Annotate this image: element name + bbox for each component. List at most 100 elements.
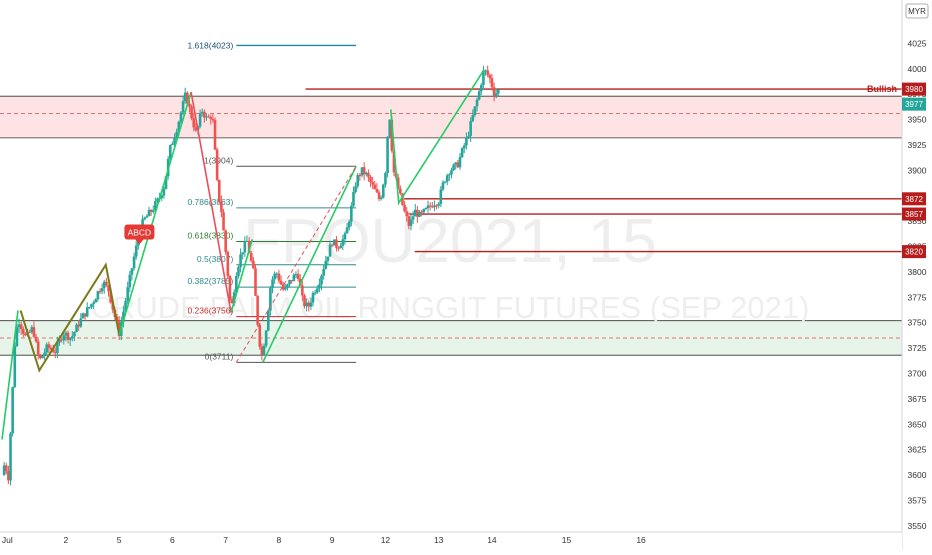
price-tick-3850: 3850 xyxy=(908,216,927,226)
price-tick-3775: 3775 xyxy=(908,292,927,302)
green-pattern-leg-initial xyxy=(1,310,19,440)
candle-body xyxy=(70,336,74,338)
candle-body xyxy=(477,91,481,100)
red-pattern-leg-drop xyxy=(190,91,232,313)
price-tick-3750: 3750 xyxy=(908,318,927,328)
candle-body xyxy=(43,352,46,357)
candle-body xyxy=(286,284,289,288)
candle-body xyxy=(88,307,91,309)
candle-body xyxy=(445,175,449,182)
time-axis-background xyxy=(0,532,902,550)
candle-body xyxy=(318,284,321,289)
current-price-badge xyxy=(902,97,926,111)
candle-body xyxy=(134,245,138,257)
fib-label-3904: 1(3904) xyxy=(204,155,233,165)
green-abcd-leg xyxy=(262,165,357,363)
green-pattern-leg-rally xyxy=(118,91,192,336)
candle-body xyxy=(75,324,78,333)
candle-body xyxy=(92,302,95,305)
candle-body xyxy=(452,164,455,171)
candle-body xyxy=(367,172,370,177)
candle-body xyxy=(371,182,374,185)
candle-body xyxy=(17,324,21,328)
candle-body xyxy=(128,274,132,288)
candle-body xyxy=(213,120,217,150)
candle-body xyxy=(96,291,100,300)
price-tick-3800: 3800 xyxy=(908,267,927,277)
candle-body xyxy=(28,331,31,333)
fib-label-3756: 0.236(3756) xyxy=(187,306,233,316)
candle-body xyxy=(266,310,270,331)
candle-body xyxy=(77,324,80,327)
candle-body xyxy=(292,274,296,282)
candle-body xyxy=(68,337,72,340)
candle-body xyxy=(243,241,247,253)
candle-body xyxy=(428,205,432,207)
watermark-description: CRUDE PALM OIL RINGGIT FUTURES (SEP 2021… xyxy=(91,290,810,325)
candle-body xyxy=(264,330,268,346)
candle-body xyxy=(326,256,330,261)
currency-badge-text[interactable]: MYR xyxy=(908,7,926,16)
candle-body xyxy=(384,173,387,185)
price-tick-3675: 3675 xyxy=(908,394,927,404)
candle-body xyxy=(413,209,417,217)
candle-body xyxy=(375,189,379,193)
horizontal-levels-layer xyxy=(305,88,902,253)
candle-body xyxy=(307,302,311,307)
price-tick-3900: 3900 xyxy=(908,165,927,175)
candle-body xyxy=(126,287,129,302)
candle-body xyxy=(90,304,93,308)
candle-body xyxy=(390,119,394,151)
time-tick-5: 5 xyxy=(117,535,122,545)
candle-body xyxy=(313,292,317,294)
candle-body xyxy=(117,321,121,336)
candle-body xyxy=(175,131,178,138)
candle-body xyxy=(256,295,259,325)
candle-body xyxy=(360,167,364,176)
candle-body xyxy=(399,188,402,194)
candle-body xyxy=(149,209,153,212)
level-badge-3872 xyxy=(902,192,926,206)
candle-body xyxy=(98,291,102,293)
time-tick-6: 6 xyxy=(170,535,175,545)
candle-body xyxy=(15,327,19,347)
candle-body xyxy=(392,150,396,173)
fib-label-3711: 0(3711) xyxy=(205,351,234,361)
time-tick-8: 8 xyxy=(277,535,282,545)
candle-body xyxy=(484,70,487,72)
candle-body xyxy=(154,201,157,210)
time-tick-14: 14 xyxy=(487,535,497,545)
red-dashed-abcd-leg xyxy=(235,166,357,363)
candle-body xyxy=(179,112,183,122)
candle-body xyxy=(311,293,315,303)
candle-body xyxy=(190,106,193,119)
candle-body xyxy=(403,205,406,212)
time-tick-16: 16 xyxy=(636,535,646,545)
candle-body xyxy=(66,332,70,340)
time-tick-15: 15 xyxy=(562,535,572,545)
candle-body xyxy=(194,127,198,131)
candle-body xyxy=(377,192,381,200)
candle-body xyxy=(100,288,104,292)
candle-body xyxy=(490,78,494,88)
resistance-zone xyxy=(0,96,902,138)
candle-body xyxy=(215,149,219,180)
candle-body xyxy=(333,239,336,246)
candle-body xyxy=(47,344,51,348)
currency-badge[interactable] xyxy=(905,3,929,19)
price-tick-3575: 3575 xyxy=(908,495,927,505)
candle-body xyxy=(162,188,166,196)
candle-body xyxy=(473,106,477,116)
price-badges-layer: 3980 Bullish 3872 3857 3820 3977 xyxy=(867,82,926,259)
candle-body xyxy=(132,256,136,269)
candle-body xyxy=(273,273,276,280)
candle-body xyxy=(324,260,328,269)
candle-body xyxy=(456,162,460,168)
candle-body xyxy=(171,143,174,146)
candle-body xyxy=(177,121,181,132)
candle-body xyxy=(347,221,351,228)
candle-body xyxy=(386,136,389,174)
candle-body xyxy=(439,189,443,204)
